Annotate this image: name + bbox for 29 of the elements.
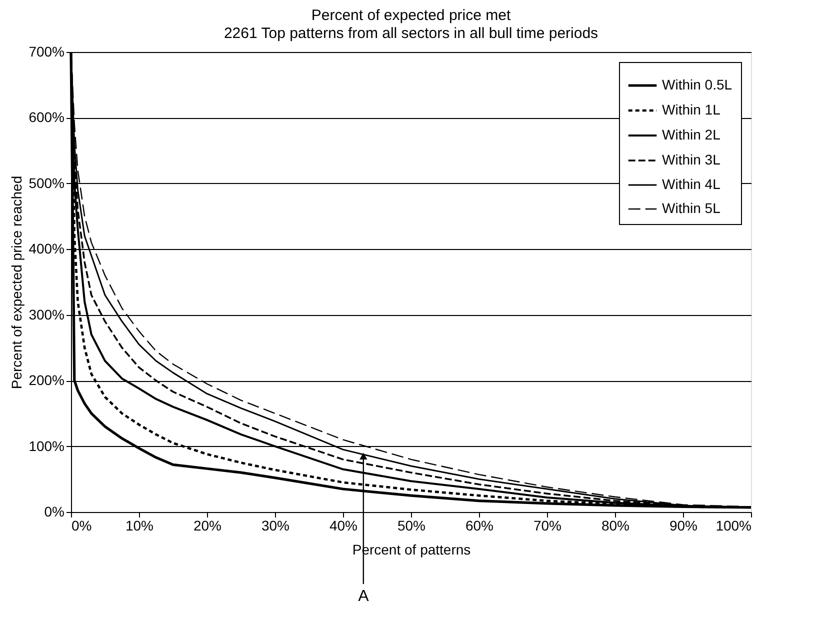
legend-label: Within 0.5L: [662, 76, 732, 92]
y-axis-title: Percent of expected price reached: [8, 176, 25, 390]
x-tick-label: 80%: [601, 518, 630, 534]
x-tick-label: 90%: [669, 518, 698, 534]
y-tick-label: 0%: [44, 504, 64, 520]
x-tick-label: 40%: [329, 518, 358, 534]
legend-label: Within 2L: [662, 126, 721, 142]
y-tick-label: 600%: [28, 109, 64, 126]
legend-label: Within 5L: [662, 200, 721, 216]
y-tick-label: 500%: [28, 174, 64, 191]
x-tick-label: 70%: [533, 518, 562, 534]
y-tick-label: 700%: [28, 44, 64, 60]
legend-label: Within 4L: [662, 176, 721, 192]
y-tick-label: 300%: [28, 306, 64, 322]
chart-title: Percent of expected price met: [311, 7, 512, 24]
x-tick-label: 100%: [716, 518, 752, 534]
chart-subtitle: 2261 Top patterns from all sectors in all bull time periods: [224, 25, 598, 42]
y-tick-label: 100%: [28, 438, 64, 454]
legend-label: Within 3L: [662, 152, 721, 168]
x-tick-label: 10%: [125, 518, 154, 534]
x-tick-label: 30%: [261, 518, 290, 534]
x-tick-label: 50%: [397, 518, 426, 534]
annotation: A: [358, 588, 370, 605]
y-tick-label: 400%: [28, 240, 64, 257]
x-tick-label: 20%: [193, 518, 222, 534]
y-tick-label: 200%: [28, 372, 64, 388]
x-tick-label: 0%: [72, 518, 92, 534]
x-tick-label: 60%: [465, 518, 494, 534]
legend-label: Within 1L: [662, 102, 721, 118]
